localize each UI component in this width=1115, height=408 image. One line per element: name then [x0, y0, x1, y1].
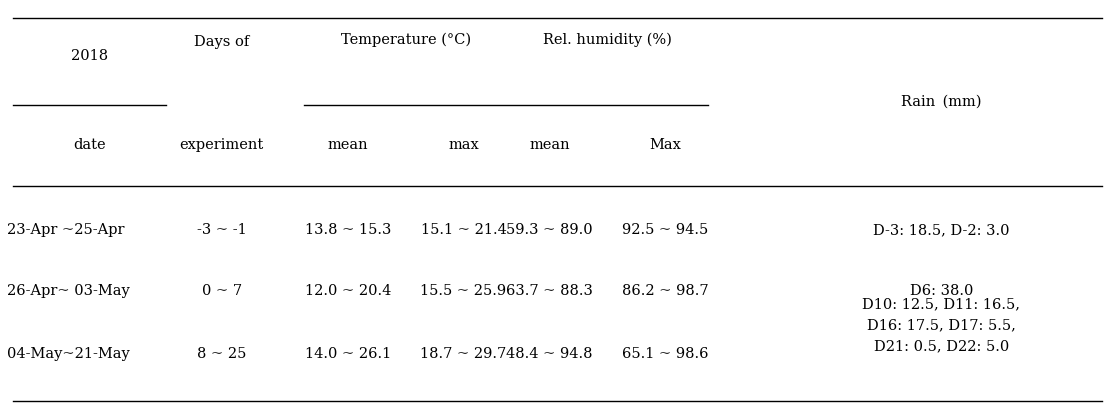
Text: 04-May~21-May: 04-May~21-May	[7, 347, 129, 361]
Text: 59.3 ~ 89.0: 59.3 ~ 89.0	[506, 223, 593, 237]
Text: experiment: experiment	[180, 138, 264, 152]
Text: 18.7 ~ 29.7: 18.7 ~ 29.7	[420, 347, 506, 361]
Text: Temperature (°C): Temperature (°C)	[340, 33, 471, 47]
Text: Max: Max	[649, 138, 681, 152]
Text: -3 ~ -1: -3 ~ -1	[196, 223, 246, 237]
Text: D10: 12.5, D11: 16.5,
D16: 17.5, D17: 5.5,
D21: 0.5, D22: 5.0: D10: 12.5, D11: 16.5, D16: 17.5, D17: 5.…	[862, 297, 1020, 354]
Text: Days of: Days of	[194, 35, 250, 49]
Text: mean: mean	[530, 138, 570, 152]
Text: 15.1 ~ 21.4: 15.1 ~ 21.4	[420, 223, 506, 237]
Text: D6: 38.0: D6: 38.0	[910, 284, 973, 298]
Text: 14.0 ~ 26.1: 14.0 ~ 26.1	[304, 347, 391, 361]
Text: 8 ~ 25: 8 ~ 25	[197, 347, 246, 361]
Text: 2018: 2018	[70, 49, 108, 63]
Text: mean: mean	[328, 138, 368, 152]
Text: D-3: 18.5, D-2: 3.0: D-3: 18.5, D-2: 3.0	[873, 223, 1009, 237]
Text: 86.2 ~ 98.7: 86.2 ~ 98.7	[622, 284, 709, 298]
Text: max: max	[448, 138, 478, 152]
Text: 0 ~ 7: 0 ~ 7	[202, 284, 242, 298]
Text: Rel. humidity (%): Rel. humidity (%)	[543, 33, 672, 47]
Text: 26-Apr~ 03-May: 26-Apr~ 03-May	[7, 284, 129, 298]
Text: 15.5 ~ 25.9: 15.5 ~ 25.9	[420, 284, 506, 298]
Text: 23-Apr ~25-Apr: 23-Apr ~25-Apr	[7, 223, 125, 237]
Text: 65.1 ~ 98.6: 65.1 ~ 98.6	[622, 347, 709, 361]
Text: 48.4 ~ 94.8: 48.4 ~ 94.8	[506, 347, 593, 361]
Text: 12.0 ~ 20.4: 12.0 ~ 20.4	[304, 284, 391, 298]
Text: date: date	[72, 138, 106, 152]
Text: 63.7 ~ 88.3: 63.7 ~ 88.3	[506, 284, 593, 298]
Text: 13.8 ~ 15.3: 13.8 ~ 15.3	[304, 223, 391, 237]
Text: 92.5 ~ 94.5: 92.5 ~ 94.5	[622, 223, 708, 237]
Text: Rain (mm): Rain (mm)	[901, 95, 981, 109]
